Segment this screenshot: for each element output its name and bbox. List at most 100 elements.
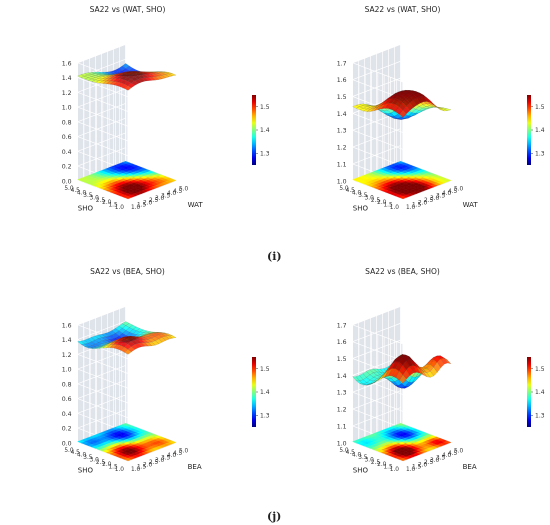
surface-cell [419,367,427,374]
y-tick-label: 1.0 [115,467,125,473]
grid-left-z [352,442,404,463]
grid-back-z [77,147,126,167]
x-tick-label: 3.5 [161,194,171,200]
x-tick-label: 2.0 [143,200,153,206]
z-tick-label: 1.7 [337,60,347,67]
grid-back-z [352,60,401,80]
x-tick-label: 3.0 [430,196,440,202]
surface-cell [116,75,125,79]
grid-back-z [352,77,401,97]
surface-cell [95,345,103,349]
y-tick-label: 1.0 [115,205,125,211]
surface-cell [102,80,111,85]
surface-cell [416,96,424,104]
surface-cell [398,90,406,93]
surface-cell [127,346,136,353]
surface-cell [109,75,118,79]
chart-svg-2: SA22 vs (WAT, SHO) 1.0 1.1 1.2 1.3 1.4 1.5 1.6 1… [337,5,545,212]
grid-left-z [77,106,129,127]
chart-panel-2: SA22 vs (WAT, SHO) 1.0 1.1 1.2 1.3 1.4 1.5 1.6 1… [275,0,550,245]
x-tick-label: 2.5 [424,198,434,204]
z-tick-label: 1.0 [62,367,72,374]
z-tick-label: 1.5 [337,356,347,363]
z-tick-label: 1.4 [337,373,347,380]
caption-j: (j) [267,510,282,523]
y-tick-label: 1.5 [383,465,393,471]
surface-cell [399,109,407,118]
chart-2-group: SA22 vs (WAT, SHO) 1.0 1.1 1.2 1.3 1.4 1.5 1.6 1… [337,5,545,212]
x-tick-label: 1.5 [137,203,147,209]
surface-cell [399,374,407,384]
colorbar-tick-label: 1.3 [535,151,545,158]
colorbar-tick-label: 1.5 [260,366,270,373]
surface-cell [359,108,368,112]
grid-back-z [77,379,126,399]
surface-cell [380,98,389,104]
colorbar [252,95,256,165]
x-tick-label: 2.0 [418,200,428,206]
z-tick-label: 1.6 [337,339,347,346]
grid-left-z [352,113,404,133]
grid-back-z [352,128,401,148]
surface-cell [104,332,113,337]
surface-cell [120,336,128,339]
grid-back-z [77,88,126,108]
z-tick-label: 0.2 [62,164,72,171]
y-tick-label: 4.5 [346,450,356,456]
y-tick-label: 5.0 [64,448,74,454]
surface-cell [109,81,118,86]
x-tick-label: 1.5 [412,465,422,471]
surface-cell [161,335,170,341]
surface-cell [87,76,96,80]
z-tick-label: 0.6 [62,396,72,403]
x-tick-label: 1.0 [131,205,141,211]
x-tick-label: 1.0 [131,467,141,473]
surface-cell [147,338,156,343]
x-tick-label: 4.0 [442,453,452,459]
chart-title: SA22 vs (BEA, SHO) [365,267,440,276]
grid-left-z [352,408,404,429]
z-tick-label: 1.6 [337,77,347,84]
surface-cell [388,368,396,377]
grid-back-z [352,339,401,359]
grid-back-z [77,117,126,137]
x-tick-label: 5.0 [454,187,464,193]
x-tick-label: 4.5 [448,451,458,457]
grid-left-z [77,442,129,463]
z-tick-label: 1.0 [337,178,347,185]
grid-left-z [77,398,129,419]
contour-cell [123,195,132,199]
surface-cell [388,103,396,110]
y-tick-label: 3.5 [83,193,93,199]
x-tick-label: 1.0 [406,467,416,473]
x-tick-label: 2.5 [149,460,159,466]
surface-cell [98,74,106,76]
surface-cell [384,368,393,378]
surface-cell [426,103,434,107]
surface-cell [104,71,113,74]
y-tick-label: 1.0 [390,467,400,473]
y-axis-label: SHO [78,466,94,474]
chart-title: SA22 vs (WAT, SHO) [90,5,166,14]
y-tick-label: 5.0 [64,186,74,192]
grid-left-z [77,383,129,404]
y-tick-label: 3.5 [83,455,93,461]
surface-cell [377,101,385,108]
grid-back-z [77,365,126,385]
surface-cell [426,105,434,108]
y-tick-label: 2.5 [371,460,381,466]
surface-cell [390,381,399,386]
colorbar-tick-label: 1.3 [535,413,545,420]
grid-left-z [352,324,404,345]
surface-cell [402,369,411,380]
grid-left-z [352,146,404,167]
z-tick-label: 0.4 [62,149,72,156]
y-tick-label: 4.5 [71,188,81,194]
z-tick-label: 1.3 [337,390,347,397]
surface-cell [372,368,381,373]
grid-left-z [77,180,129,201]
grid-left-z [77,77,129,98]
grid-back-z [77,103,126,123]
grid-left-z [77,136,129,157]
y-tick-label: 4.0 [352,191,362,197]
